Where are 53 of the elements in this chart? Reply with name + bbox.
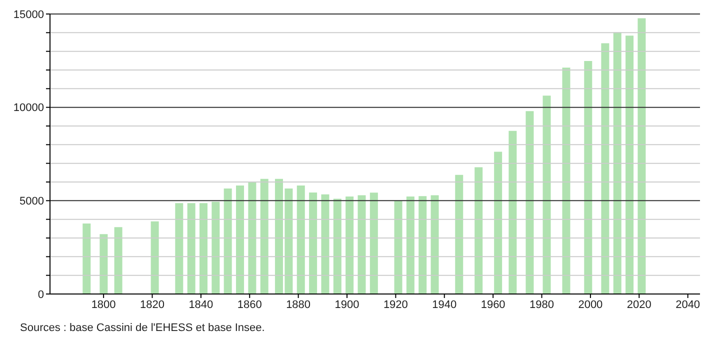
bar (613, 32, 622, 294)
bar (638, 18, 646, 294)
bar (309, 192, 318, 294)
x-tick-label: 1860 (237, 298, 262, 311)
bar (494, 152, 502, 294)
bar (175, 203, 184, 294)
bar (150, 221, 159, 294)
bar (418, 196, 427, 294)
bar (187, 203, 196, 294)
bar (346, 196, 354, 294)
y-tick-label: 15000 (13, 8, 44, 21)
bar (200, 203, 208, 294)
bar (212, 202, 220, 294)
bar (370, 192, 378, 294)
x-tick-label: 2040 (676, 298, 700, 311)
bar (321, 194, 330, 294)
x-tick-label: 1840 (188, 298, 214, 311)
bar (406, 196, 414, 294)
x-tick-label: 1900 (334, 298, 360, 311)
x-tick-label: 1980 (530, 298, 554, 311)
bar (601, 43, 610, 294)
bar (224, 188, 232, 294)
bar (296, 186, 305, 294)
x-tick-label: 1880 (286, 298, 311, 311)
bar (100, 234, 108, 294)
x-tick-label: 1940 (432, 298, 457, 311)
y-tick-label: 10000 (13, 102, 44, 114)
x-tick-label: 1800 (91, 298, 116, 311)
bar (114, 227, 122, 294)
bar (584, 61, 592, 294)
x-tick-label: 2000 (578, 298, 603, 311)
bar (455, 174, 464, 294)
x-tick-label: 2020 (626, 298, 652, 311)
bar (542, 96, 551, 294)
bar (394, 201, 402, 294)
bar (236, 186, 244, 294)
source-note: Sources : base Cassini de l'EHESS et base Insee. (20, 322, 266, 334)
x-tick-label: 1820 (140, 298, 164, 311)
bar (260, 178, 268, 294)
bar (333, 198, 342, 294)
x-tick-label: 1920 (383, 298, 408, 311)
bar (248, 182, 256, 294)
bar (358, 195, 366, 294)
bar (474, 167, 483, 294)
bar (526, 111, 534, 294)
bar (508, 130, 517, 294)
bar (82, 223, 91, 294)
x-tick-label: 1960 (480, 298, 506, 311)
y-tick-label: 5000 (20, 196, 44, 208)
y-tick-label: 0 (38, 288, 44, 301)
bar (430, 195, 439, 294)
bar (626, 36, 634, 294)
bar (562, 68, 570, 294)
